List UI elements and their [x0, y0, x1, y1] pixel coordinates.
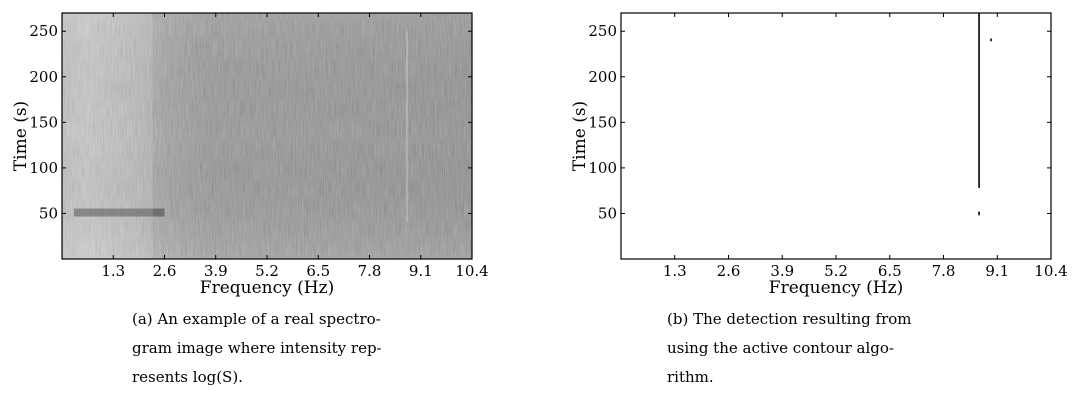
x-tick-label: 2.6: [153, 262, 177, 280]
spectrogram-image: [62, 13, 472, 259]
y-tick-label: 250: [29, 22, 58, 40]
x-tick-label: 1.3: [101, 262, 125, 280]
x-tick-label: 9.1: [409, 262, 433, 280]
x-tick-label: 2.6: [717, 262, 741, 280]
y-axis-label: Time (s): [11, 101, 31, 171]
x-tick-label: 7.8: [932, 262, 956, 280]
x-tick-label: 10.4: [1034, 262, 1067, 280]
y-tick-label: 50: [39, 204, 58, 222]
caption-line: rithm.: [667, 368, 714, 386]
caption-b: (b) The detection resulting from using t…: [667, 305, 1007, 392]
caption-line: (a) An example of a real spectro-: [132, 310, 381, 328]
x-tick-label: 6.5: [306, 262, 330, 280]
y-tick-label: 50: [598, 204, 617, 222]
caption-line: (b) The detection resulting from: [667, 310, 912, 328]
detection-frame: [620, 12, 1052, 260]
caption-line: resents log(S).: [132, 368, 243, 386]
caption-a: (a) An example of a real spectro- gram i…: [132, 305, 472, 392]
y-tick-label: 200: [29, 68, 58, 86]
x-tick-label: 5.2: [824, 262, 848, 280]
y-tick-label: 250: [588, 22, 617, 40]
x-tick-label: 5.2: [255, 262, 279, 280]
x-tick-label: 7.8: [358, 262, 382, 280]
caption-line: using the active contour algo-: [667, 339, 894, 357]
x-tick-label: 1.3: [663, 262, 687, 280]
y-tick-label: 150: [29, 113, 58, 131]
detection-panel: 1.3 2.6 3.9 5.2 6.5 7.8 9.1 10.450100150200250 …: [570, 12, 1068, 298]
x-tick-label: 3.9: [204, 262, 228, 280]
x-tick-label: 9.1: [985, 262, 1009, 280]
x-tick-label: 10.4: [455, 262, 488, 280]
x-axis-label: Frequency (Hz): [769, 278, 903, 298]
x-axis-label: Frequency (Hz): [200, 278, 334, 298]
y-tick-label: 150: [588, 113, 617, 131]
y-tick-label: 100: [29, 159, 58, 177]
caption-line: gram image where intensity rep-: [132, 339, 382, 357]
y-axis-label: Time (s): [570, 101, 590, 171]
y-tick-label: 100: [588, 159, 617, 177]
spectrogram-panel: 1.3 2.6 3.9 5.2 6.5 7.8 9.1 10.450100150200250 …: [11, 12, 489, 298]
dark-band: [73, 208, 165, 217]
x-tick-label: 3.9: [770, 262, 794, 280]
y-tick-label: 200: [588, 68, 617, 86]
bright-region: [62, 13, 153, 259]
x-tick-label: 6.5: [878, 262, 902, 280]
